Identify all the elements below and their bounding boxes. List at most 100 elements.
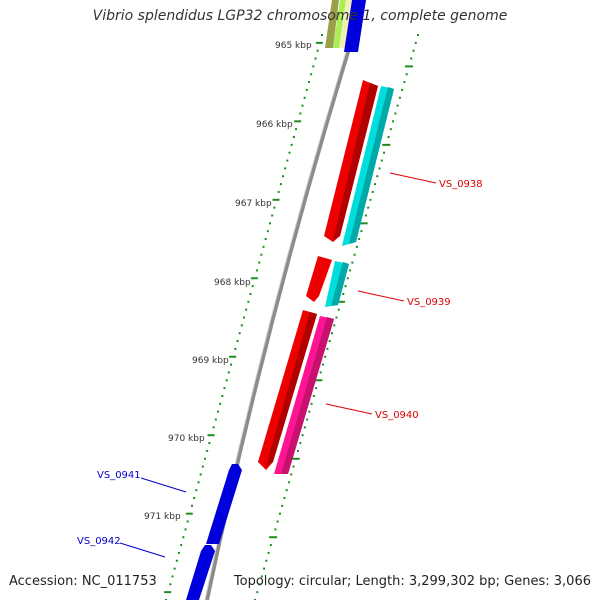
ruler-minor-dot [249,292,252,295]
outer-minor-dot [315,387,318,390]
ruler-major-tick [294,120,302,123]
ruler-minor-dot [171,575,174,578]
outer-minor-dot [364,214,367,217]
outer-minor-dot [263,567,266,570]
ruler-label-969: 969 kbp [192,356,229,366]
gene-label-vs0938[interactable]: VS_0938 [439,179,483,190]
outer-minor-dot [274,528,277,531]
ruler-major-tick [207,434,215,437]
ruler-minor-dot [206,449,209,452]
outer-minor-dot [328,340,331,343]
ruler-minor-dot [193,496,196,499]
gene-vs0939-red [306,256,332,302]
ruler-minor-dot [314,57,317,60]
gene-vs0938-cyan-shade [349,87,394,244]
ruler-minor-dot [312,65,315,68]
outer-minor-dot [376,175,379,178]
ruler-minor-dot [247,300,250,303]
outer-major-tick [382,143,391,146]
ruler-minor-dot [243,316,245,319]
gene-label-vs0942[interactable]: VS_0942 [77,536,121,547]
outer-minor-dot [310,402,313,405]
ruler-minor-dot [264,238,267,241]
ruler-minor-dot [251,285,254,288]
outer-minor-dot [392,120,395,123]
ruler-minor-dot [245,308,248,311]
ruler-minor-dot [295,128,297,131]
outer-major-tick [404,65,413,68]
ruler-minor-dot [282,175,284,178]
ruler-minor-dot [197,481,200,484]
outer-minor-dot [355,245,358,248]
outer-major-tick [291,457,300,460]
map-title: Vibrio splendidus LGP32 chromosome 1, co… [92,8,508,24]
outer-minor-dot [396,104,399,107]
outer-minor-dot [335,316,338,319]
ruler-minor-dot [221,394,224,397]
ruler-minor-dot [191,504,193,507]
ruler-minor-dot [277,190,280,193]
ruler-minor-dot [258,261,261,264]
ruler-minor-dot [288,151,291,154]
outer-minor-dot [394,112,397,115]
gene-vs0940-red-shade [266,312,317,466]
ruler-minor-dot [175,559,178,562]
ruler-minor-dot [299,112,302,115]
outer-minor-dot [403,81,406,84]
outer-minor-dot [351,261,354,264]
outer-minor-dot [360,230,363,233]
outer-minor-dot [292,465,295,468]
ruler-label-966: 966 kbp [256,120,293,130]
gene-blue-top [344,0,366,52]
outer-minor-dot [283,496,286,499]
outer-minor-dot [389,128,392,131]
gene-label-vs0939[interactable]: VS_0939 [407,297,451,308]
outer-minor-dot [417,34,419,36]
gene-vs0940-pink-shade [281,317,334,474]
outer-minor-dot [260,575,263,578]
ruler-minor-dot [292,136,295,139]
ruler-minor-dot [169,583,172,586]
ruler-minor-dot [201,465,204,468]
leader-vs0940 [325,403,373,415]
ruler-minor-dot [308,81,310,84]
ruler-minor-dot [180,544,183,547]
outer-minor-dot [297,449,300,452]
outer-major-tick [269,536,278,539]
ruler-minor-dot [238,332,241,335]
outer-minor-dot [401,88,404,91]
outer-minor-dot [258,583,261,586]
outer-minor-dot [405,73,408,76]
ruler-minor-dot [173,567,176,570]
ruler-minor-dot [271,214,274,217]
ruler-minor-dot [217,410,219,413]
ruler-minor-dot [273,206,276,209]
ruler-major-tick [229,355,237,358]
outer-minor-dot [301,434,304,437]
outer-minor-dot [342,292,345,295]
outer-minor-dot [353,253,356,256]
outer-minor-dot [299,442,302,445]
gene-vs0938-red-shade [333,83,378,240]
outer-minor-dot [398,96,401,99]
ruler-minor-dot [204,457,206,460]
ruler-minor-dot [199,473,202,476]
outer-minor-dot [330,332,333,335]
outer-minor-dot [358,238,361,241]
leader-vs0942 [119,542,166,558]
outer-minor-dot [344,285,347,288]
outer-major-tick [314,379,323,382]
outer-minor-dot [324,355,327,358]
ruler-major-tick [164,591,172,594]
outer-minor-dot [276,520,279,523]
gene-label-vs0940[interactable]: VS_0940 [375,410,419,421]
leader-vs0941 [140,477,187,493]
ruler-minor-dot [227,371,230,374]
ruler-label-968: 968 kbp [214,278,251,288]
ruler-label-967: 967 kbp [235,199,272,209]
ruler-major-tick [272,198,280,201]
outer-minor-dot [349,269,352,272]
gene-label-vs0941[interactable]: VS_0941 [97,470,141,481]
ruler-minor-dot [290,143,293,146]
